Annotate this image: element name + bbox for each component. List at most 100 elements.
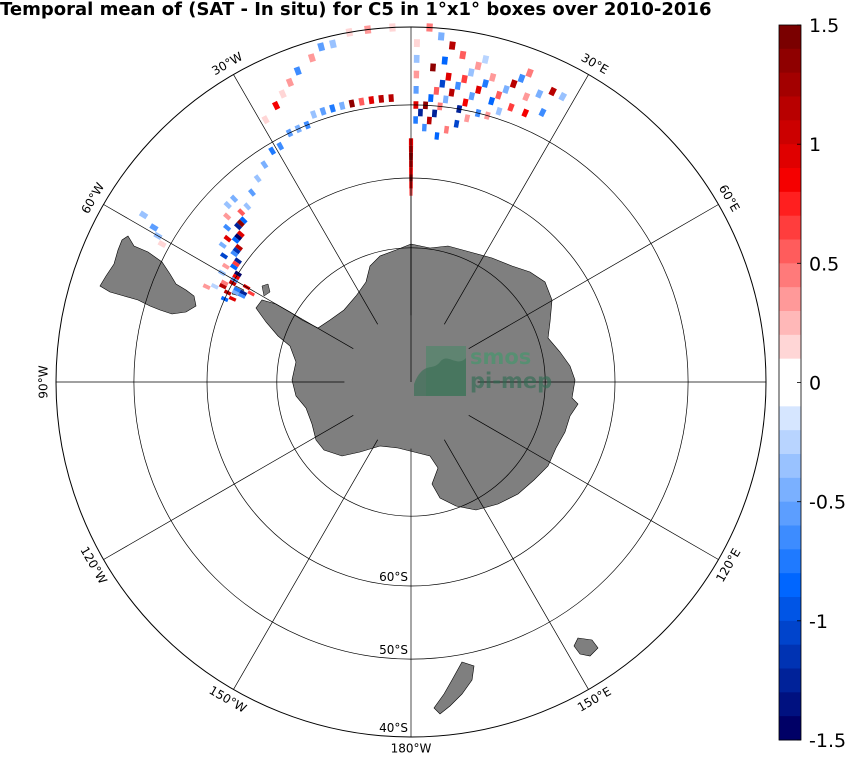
data-cell: [521, 108, 530, 118]
colorbar-step: [779, 501, 801, 526]
data-cell: [468, 91, 476, 101]
latitude-labels: 60°S 50°S 40°S: [379, 570, 408, 735]
data-cell: [231, 236, 240, 244]
colorbar-step: [779, 168, 801, 193]
meridian-line: [103, 414, 354, 560]
data-cell: [413, 116, 418, 124]
colorbar-step: [779, 644, 801, 669]
data-cell: [475, 85, 482, 95]
data-cell: [338, 101, 346, 111]
data-cell: [329, 39, 337, 49]
data-cell: [358, 97, 365, 106]
data-cell: [437, 32, 445, 41]
data-cell: [454, 81, 462, 90]
data-cell: [329, 104, 336, 113]
colorbar-step: [779, 215, 801, 240]
south-america-land: [99, 235, 197, 315]
latitude-label: 60°S: [379, 570, 408, 584]
data-cell: [157, 240, 167, 248]
data-cell: [239, 216, 248, 225]
colorbar-step: [779, 239, 801, 264]
colorbar-step: [779, 692, 801, 717]
smos-pi-mep-watermark: smos pi-mep: [414, 345, 552, 396]
data-cell: [448, 88, 455, 97]
watermark-smos: smos: [470, 345, 531, 369]
colorbar-tick-label: -1.5: [809, 730, 846, 752]
data-cell: [232, 246, 241, 255]
meridian-line: [443, 74, 589, 325]
latitude-label: 40°S: [379, 721, 408, 735]
data-cell: [413, 86, 419, 94]
colorbar-tick-label: -1: [809, 611, 828, 633]
colorbar-step: [779, 430, 801, 455]
meridian-line: [233, 439, 379, 690]
data-cell: [413, 54, 420, 63]
data-cell: [495, 106, 503, 116]
data-cell: [448, 41, 456, 50]
data-cell: [453, 119, 460, 128]
data-cell: [233, 286, 242, 293]
data-cell: [428, 94, 434, 102]
figure-title: Temporal mean of (SAT - In situ) for C5 …: [0, 0, 711, 20]
colorbar-tick-label: 1: [809, 134, 821, 156]
data-cell: [149, 223, 159, 232]
colorbar-step: [779, 525, 801, 550]
data-cell: [522, 92, 531, 102]
data-cell: [221, 262, 230, 270]
data-cell: [488, 96, 496, 106]
data-cell: [218, 241, 227, 249]
data-cell: [223, 200, 232, 210]
data-cell: [218, 282, 227, 290]
data-cell: [307, 53, 316, 63]
data-cell: [234, 233, 243, 241]
data-cell: [467, 68, 475, 77]
data-cell: [220, 279, 229, 287]
data-cell: [223, 212, 232, 221]
data-cell: [434, 132, 440, 140]
data-cell: [443, 125, 450, 134]
colorbar-tick-label: 0.5: [809, 253, 839, 275]
colorbar-step: [779, 263, 801, 288]
data-cell: [441, 56, 448, 65]
data-cell: [247, 290, 255, 297]
data-cell: [234, 257, 242, 265]
data-cell: [538, 107, 547, 118]
colorbar-step: [779, 573, 801, 598]
data-cell: [285, 77, 294, 88]
data-cell: [462, 98, 469, 107]
colorbar-step: [779, 72, 801, 97]
meridian-line: [443, 439, 589, 690]
data-cell: [238, 292, 246, 299]
data-cell: [261, 115, 270, 125]
data-cell: [239, 289, 248, 296]
data-cell: [278, 89, 287, 99]
colorbar-step: [779, 549, 801, 574]
data-cell: [495, 90, 503, 100]
data-cell: [378, 94, 385, 103]
data-cell: [535, 89, 544, 99]
meridian-line: [468, 204, 719, 350]
meridian-line: [103, 204, 354, 350]
data-cell: [219, 252, 229, 260]
longitude-label: 90°W: [37, 365, 51, 398]
colorbar-tick-label: 1.5: [809, 15, 839, 37]
data-cell: [260, 160, 269, 169]
data-cell: [548, 86, 557, 97]
colorbar-step: [779, 311, 801, 336]
data-cell: [223, 234, 232, 243]
data-cell: [413, 39, 420, 48]
colorbar-step: [779, 48, 801, 74]
new-zealand-land: [433, 661, 475, 715]
watermark-wave: [414, 358, 466, 396]
data-cell: [507, 102, 515, 112]
longitude-label: 180°W: [391, 742, 432, 756]
data-cell: [234, 222, 243, 231]
meridian-line: [468, 414, 719, 560]
data-cell: [236, 219, 245, 228]
data-cell: [368, 96, 375, 105]
colorbar: 1.5 1 0.5 0 -0.5 -1 -1.5: [778, 15, 846, 752]
data-cell: [232, 260, 240, 268]
data-cell: [464, 114, 471, 123]
